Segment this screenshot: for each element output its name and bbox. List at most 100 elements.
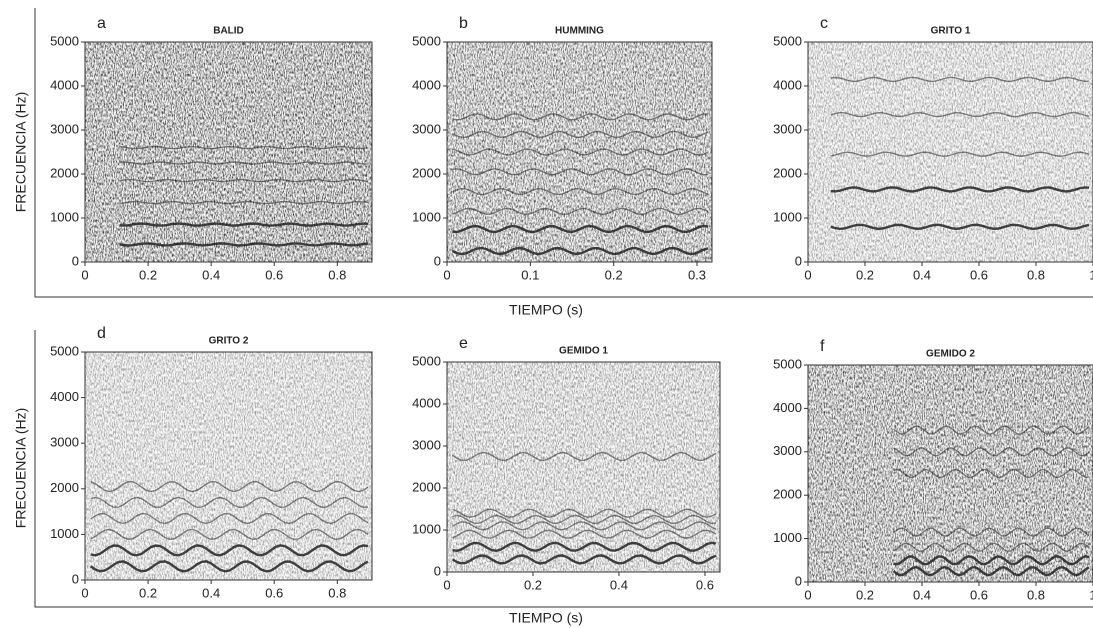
chart-title: HUMMING [555, 26, 604, 37]
harmonic [452, 529, 717, 539]
y-tick-label: 3000 [773, 443, 802, 458]
panel-label: a [97, 15, 106, 32]
harmonic [893, 425, 1090, 435]
harmonic [451, 554, 717, 565]
harmonic [452, 508, 717, 518]
panel-label: e [459, 335, 468, 352]
harmonic [830, 76, 1090, 83]
y-tick-label: 3000 [412, 121, 441, 136]
y-tick-label: 0 [795, 253, 802, 268]
y-tick-label: 3000 [412, 437, 441, 452]
chart-title: GEMIDO 1 [559, 346, 608, 357]
y-tick-label: 1000 [412, 521, 441, 536]
x-tick-label: 0 [443, 267, 450, 282]
harmonic [90, 544, 369, 557]
x-tick-label: 0.8 [1027, 267, 1045, 282]
x-tick-label: 0.8 [1027, 587, 1045, 602]
harmonic [452, 224, 709, 234]
harmonic [90, 496, 369, 509]
harmonic [119, 200, 369, 205]
x-axis-label: TIEMPO (s) [509, 610, 583, 626]
y-tick-label: 5000 [50, 343, 79, 358]
y-tick-label: 3000 [50, 435, 79, 450]
spectrogram-panel: 0 1000 2000 3000 4000 5000 0 0.2 0.4 0.6 0.8 1 GRITO… [773, 15, 1093, 282]
y-tick-label: 2000 [773, 165, 802, 180]
y-tick-label: 4000 [412, 77, 441, 92]
harmonic [119, 145, 369, 150]
x-tick-label: 0.2 [856, 587, 874, 602]
harmonic [893, 447, 1090, 457]
plot-border [446, 41, 713, 263]
x-tick-label: 0.8 [328, 267, 346, 282]
spectrogram-panel: 0 1000 2000 3000 4000 5000 0 0.2 0.4 0.6 0.8 BALID a [50, 15, 373, 282]
spectrogram-fade [808, 365, 1093, 582]
harmonic [452, 207, 709, 216]
harmonic [830, 111, 1090, 118]
y-tick-label: 1000 [773, 209, 802, 224]
y-tick-label: 4000 [412, 395, 441, 410]
y-tick-label: 4000 [50, 77, 79, 92]
panel-label: b [459, 15, 468, 32]
harmonic [893, 527, 1090, 537]
y-tick-label: 4000 [50, 389, 79, 404]
spectrogram-fade [447, 362, 720, 572]
x-tick-label: 0.6 [696, 577, 714, 592]
plot-border [807, 41, 1093, 263]
spectrogram-fade [85, 352, 372, 580]
panel-label: c [820, 15, 828, 32]
x-tick-label: 0.8 [328, 585, 346, 600]
y-tick-label: 5000 [773, 356, 802, 371]
y-tick-label: 3000 [773, 121, 802, 136]
x-tick-label: 0 [443, 577, 450, 592]
spectrogram-noise [808, 365, 1093, 582]
y-tick-label: 2000 [773, 487, 802, 502]
y-axis-label: FRECUENCIA (Hz) [13, 408, 29, 529]
harmonic [452, 514, 717, 525]
y-tick-label: 1000 [50, 526, 79, 541]
x-tick-label: 0.6 [970, 587, 988, 602]
x-tick-label: 0.4 [610, 577, 628, 592]
y-tick-label: 3000 [50, 121, 79, 136]
plot-border [807, 364, 1093, 583]
y-tick-label: 0 [434, 563, 441, 578]
chart-title: GRITO 1 [931, 26, 971, 37]
harmonic [119, 242, 369, 247]
y-axis-label: FRECUENCIA (Hz) [13, 92, 29, 213]
chart-title: GRITO 2 [209, 336, 249, 347]
spectrogram-fade [85, 42, 372, 262]
harmonic [830, 186, 1090, 193]
y-tick-label: 5000 [412, 353, 441, 368]
y-tick-label: 2000 [50, 165, 79, 180]
spectrogram-panel: 0 1000 2000 3000 4000 5000 0 0.2 0.4 0.6 0.8 1 GEMID… [773, 338, 1093, 602]
y-tick-label: 5000 [773, 33, 802, 48]
x-tick-label: 1 [1089, 587, 1093, 602]
spectrogram-panel: 0 1000 2000 3000 4000 5000 0 0.2 0.4 0.6 0.8 GRITO … [50, 325, 373, 600]
x-axis-label: TIEMPO (s) [509, 302, 583, 318]
x-tick-label: 0.1 [521, 267, 539, 282]
harmonic [452, 130, 709, 139]
x-tick-label: 0.6 [265, 267, 283, 282]
y-tick-label: 1000 [412, 209, 441, 224]
y-tick-label: 0 [434, 253, 441, 268]
harmonic [119, 178, 369, 183]
x-tick-label: 0.2 [605, 267, 623, 282]
y-tick-label: 0 [72, 571, 79, 586]
y-tick-label: 2000 [412, 165, 441, 180]
x-tick-label: 0.6 [265, 585, 283, 600]
harmonic [452, 113, 709, 121]
spectrogram-panel: 0 1000 2000 3000 4000 5000 0 0.1 0.2 0.3 HUMMING b [412, 15, 713, 282]
harmonic [451, 246, 709, 256]
chart-title: BALID [213, 26, 244, 37]
harmonic [452, 541, 717, 553]
x-tick-label: 0.3 [688, 267, 706, 282]
x-tick-label: 0 [804, 267, 811, 282]
y-tick-label: 5000 [50, 33, 79, 48]
x-tick-label: 0.4 [202, 267, 220, 282]
harmonic [452, 521, 717, 531]
harmonic [119, 161, 369, 165]
panel-label: f [820, 338, 825, 355]
harmonic [893, 555, 1090, 566]
plot-border [446, 361, 721, 573]
harmonic [452, 148, 709, 156]
